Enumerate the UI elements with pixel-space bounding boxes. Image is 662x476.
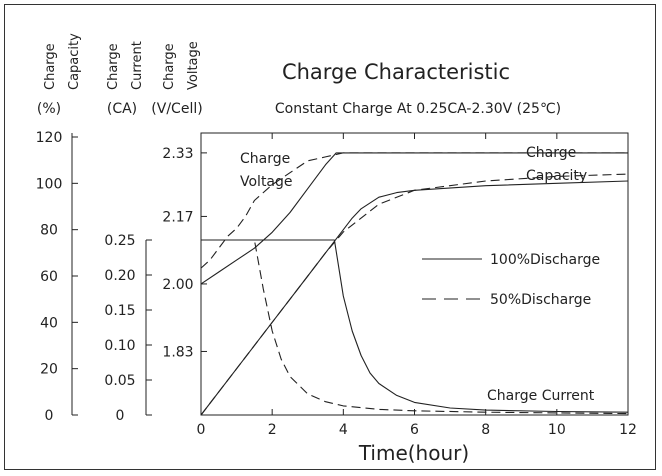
annotation-charge-voltage-line1: Charge	[240, 151, 290, 167]
capacity-tick-label: 100	[36, 176, 63, 192]
annotation-charge-capacity-line1: Charge	[526, 145, 576, 161]
current-header-line1: Charge	[106, 43, 121, 90]
x-tick-label: 2	[268, 422, 277, 438]
current-tick-label: 0.15	[104, 303, 135, 319]
x-tick-label: 6	[410, 422, 419, 438]
voltage-unit: (V/Cell)	[151, 101, 202, 117]
voltage-tick-label: 2.00	[162, 277, 193, 293]
x-tick-label: 10	[548, 422, 566, 438]
voltage-header-line1: Charge	[162, 43, 177, 90]
capacity-tick-label: 80	[40, 223, 58, 239]
voltage-tick-label: 1.83	[162, 344, 193, 360]
capacity-header-line1: Charge	[43, 43, 58, 90]
x-axis-label: Time(hour)	[358, 441, 469, 465]
current-tick-label: 0.20	[104, 268, 135, 284]
capacity-unit: (%)	[37, 101, 61, 117]
voltage-tick-label: 2.33	[162, 146, 193, 162]
voltage-tick-label: 2.17	[162, 209, 193, 225]
legend-label: 100%Discharge	[490, 252, 600, 268]
annotation-charge-voltage-line2: Voltage	[240, 174, 293, 190]
current-dashed-series-line	[201, 239, 629, 415]
annotation-charge-current: Charge Current	[487, 388, 595, 404]
x-tick-label: 8	[481, 422, 490, 438]
capacity-tick-label: 60	[40, 269, 58, 285]
x-tick-label: 12	[619, 422, 637, 438]
current-tick-label: 0.05	[104, 373, 135, 389]
voltage-solid-series-line	[200, 152, 628, 285]
current-header-line2: Current	[130, 41, 145, 90]
x-tick-label: 0	[197, 422, 206, 438]
voltage-header-line2: Voltage	[186, 41, 201, 90]
chart-frame	[4, 4, 656, 470]
voltage-dashed-series-line	[200, 152, 628, 269]
current-tick-label: 0.25	[104, 233, 135, 249]
x-tick-label: 4	[339, 422, 348, 438]
data-series	[200, 152, 629, 416]
legend: 100%Discharge 50%Discharge	[422, 252, 600, 308]
capacity-dashed-series-line	[200, 173, 629, 416]
current-tick-label: 0.10	[104, 338, 135, 354]
current-solid-series-line	[201, 239, 629, 413]
chart-subtitle: Constant Charge At 0.25CA-2.30V (25℃)	[275, 101, 561, 117]
capacity-tick-label: 0	[45, 408, 54, 424]
legend-label: 50%Discharge	[490, 292, 591, 308]
current-unit: (CA)	[107, 101, 137, 117]
axis-ticks: 02040608010012000.050.100.150.200.251.83…	[36, 130, 637, 438]
current-tick-label: 0	[116, 408, 125, 424]
capacity-tick-label: 40	[40, 315, 58, 331]
annotation-charge-capacity-line2: Capacity	[526, 168, 587, 184]
capacity-tick-label: 20	[40, 362, 58, 378]
capacity-header-line2: Capacity	[67, 33, 82, 90]
chart-title: Charge Characteristic	[282, 60, 510, 84]
capacity-tick-label: 120	[36, 130, 63, 146]
